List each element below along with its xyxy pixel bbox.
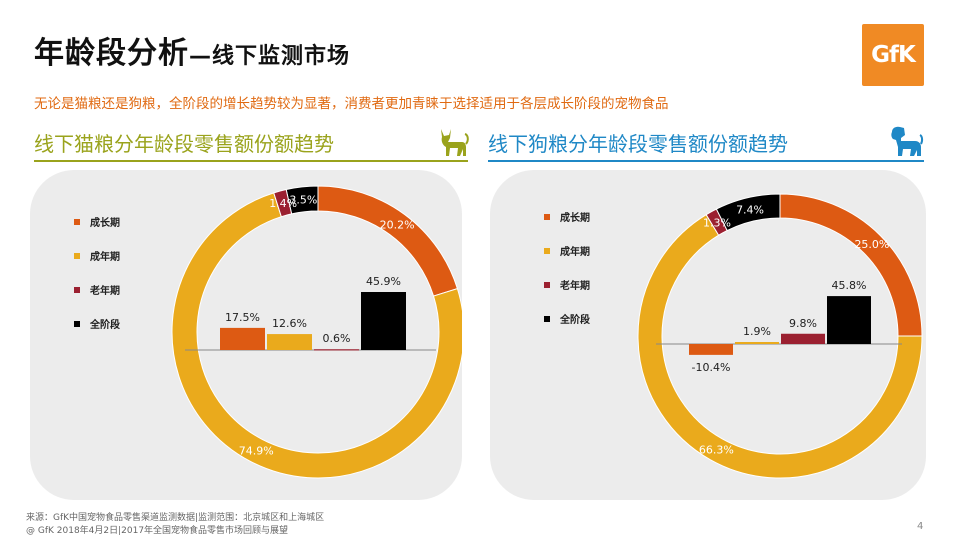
legend-swatch (544, 316, 550, 322)
bar-label: 45.8% (832, 279, 867, 292)
page-title-main: 年龄段分析 (34, 36, 189, 71)
bar-4 (361, 292, 406, 350)
bar-label: 9.8% (789, 317, 817, 330)
legend-label: 成年期 (560, 245, 590, 258)
donut-label: 7.4% (736, 203, 764, 216)
bar-label: 45.9% (366, 275, 401, 288)
bar-label: 0.6% (323, 332, 351, 345)
donut-slice (637, 214, 923, 479)
dog-chart-panel: 成长期成年期老年期全阶段 7.4% 25.0% 66.3% 1.3% -10.4% 1.9%… (490, 170, 926, 500)
legend-label: 成长期 (90, 216, 120, 229)
legend-label: 全阶段 (89, 318, 120, 331)
legend-label: 成年期 (90, 250, 120, 263)
legend-swatch (74, 321, 80, 327)
page-title: 年龄段分析—线下监测市场 (34, 28, 350, 72)
donut-label: 1.4% (269, 197, 297, 210)
donut-slice (171, 192, 462, 479)
source-note: 来源：GfK中国宠物食品零售渠道监测数据|监测范围：北京城区和上海城区 (26, 513, 325, 523)
legend-label: 全阶段 (559, 313, 590, 326)
donut-label: 20.2% (380, 218, 415, 231)
dog-section-rule (488, 160, 924, 162)
copyright-note: @ GfK 2018年4月2日|2017年全国宠物食品零售市场回顾与展望 (26, 526, 289, 536)
donut-label: 66.3% (699, 443, 734, 456)
page-title-suffix: —线下监测市场 (189, 44, 351, 69)
donut-slice (705, 208, 728, 236)
legend-label: 成长期 (560, 211, 590, 224)
legend-swatch (544, 214, 550, 220)
donut-label: 74.9% (239, 444, 274, 457)
bar-3 (314, 349, 359, 351)
bar-2 (735, 342, 779, 344)
gfk-logo: GfK (862, 24, 924, 86)
cat-section-rule (34, 160, 468, 162)
bar-label: 12.6% (272, 317, 307, 330)
legend-swatch (74, 219, 80, 225)
bar-label: -10.4% (692, 361, 731, 374)
page-subtitle: 无论是猫粮还是狗粮，全阶段的增长趋势较为显著，消费者更加青睐于选择适用于各层成长… (34, 96, 669, 112)
dog-icon (891, 126, 924, 156)
bar-label: 1.9% (743, 325, 771, 338)
donut-slice (273, 188, 293, 218)
legend-label: 老年期 (559, 279, 590, 292)
legend-swatch (544, 282, 550, 288)
bar-1 (689, 344, 733, 355)
bar-label: 17.5% (225, 311, 260, 324)
dog-section-title: 线下狗粮分年龄段零售额份额趋势 (488, 132, 788, 156)
donut-label: 1.3% (703, 216, 731, 229)
legend-swatch (74, 287, 80, 293)
legend-swatch (74, 253, 80, 259)
legend-label: 老年期 (89, 284, 120, 297)
cat-section-title: 线下猫粮分年龄段零售额份额趋势 (34, 132, 334, 156)
cat-chart-panel: 成长期成年期老年期全阶段 3.5% 20.2% 74.9% 1.4% 17.5% 12.6%… (30, 170, 462, 500)
page-number: 4 (917, 521, 924, 532)
bar-3 (781, 333, 825, 344)
donut-label: 25.0% (854, 238, 889, 251)
bar-2 (267, 334, 312, 350)
legend-swatch (544, 248, 550, 254)
cat-icon (441, 129, 469, 156)
bar-4 (827, 296, 871, 344)
donut-label: 3.5% (289, 193, 317, 206)
bar-1 (220, 327, 265, 350)
